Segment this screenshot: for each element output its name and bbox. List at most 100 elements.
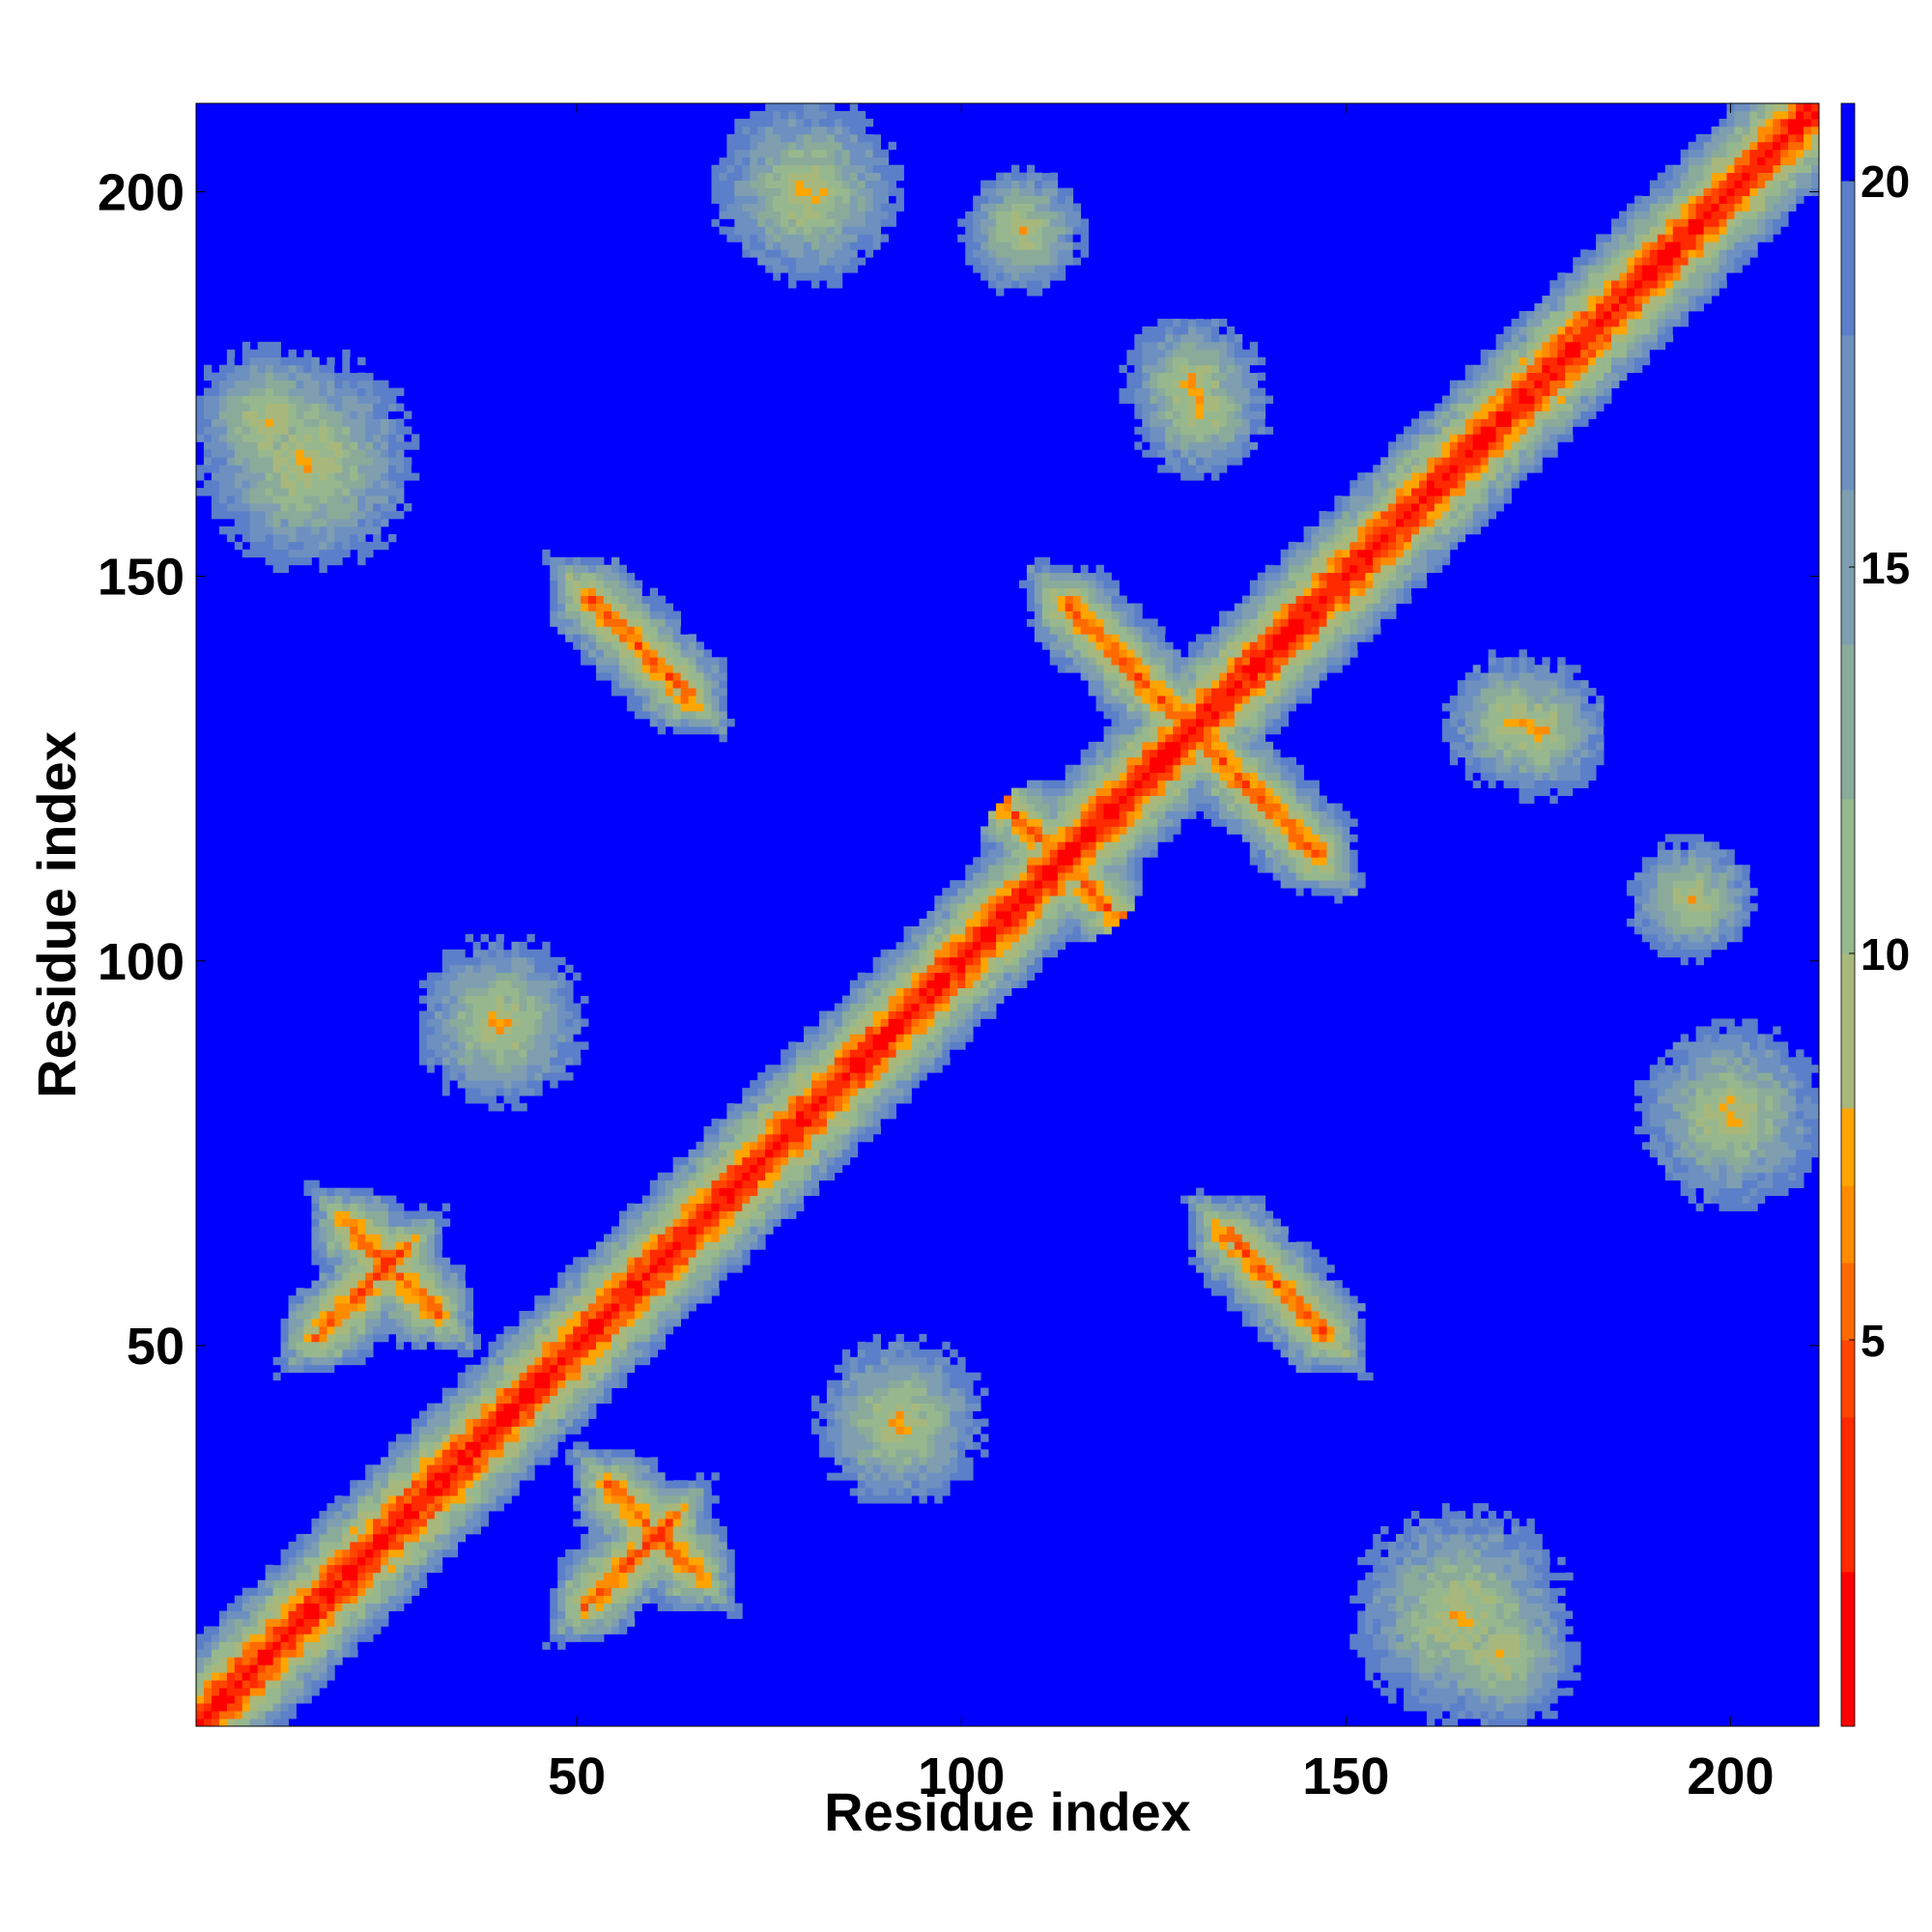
heatmap-cell: [311, 1210, 320, 1219]
heatmap-cell: [350, 465, 358, 473]
heatmap-cell: [327, 356, 335, 366]
heatmap-cell: [480, 1511, 489, 1520]
heatmap-cell: [234, 1603, 243, 1611]
heatmap-cell: [1373, 1649, 1381, 1658]
heatmap-cell: [1526, 1556, 1535, 1566]
heatmap-cell: [365, 518, 374, 527]
heatmap-cell: [526, 933, 535, 943]
heatmap-cell: [242, 496, 251, 504]
heatmap-cell: [434, 972, 443, 981]
heatmap-cell: [603, 580, 612, 589]
heatmap-cell: [573, 1403, 582, 1411]
heatmap-cell: [588, 1503, 597, 1512]
heatmap-cell: [641, 1341, 651, 1350]
heatmap-cell: [488, 1034, 497, 1042]
heatmap-cell: [272, 480, 281, 489]
heatmap-cell: [1488, 1533, 1496, 1543]
heatmap-cell: [280, 1595, 289, 1604]
heatmap-cell: [1441, 1564, 1451, 1574]
heatmap-cell: [672, 1603, 682, 1611]
heatmap-cell: [1334, 1356, 1343, 1366]
heatmap-cell: [242, 1719, 251, 1727]
heatmap-cell: [711, 1525, 720, 1535]
heatmap-cell: [381, 1480, 389, 1489]
heatmap-cell: [327, 1672, 335, 1681]
heatmap-cell: [526, 1464, 535, 1473]
heatmap-cell: [234, 1672, 243, 1681]
heatmap-cell: [403, 1257, 412, 1265]
heatmap-cell: [288, 457, 297, 466]
heatmap-cell: [649, 1525, 659, 1535]
heatmap-cell: [403, 1519, 412, 1527]
heatmap-cell: [265, 395, 274, 404]
heatmap-cell: [688, 1564, 696, 1574]
heatmap-cell: [350, 1564, 358, 1574]
heatmap-cell: [319, 1579, 327, 1589]
heatmap-cell: [1388, 1618, 1397, 1627]
heatmap-cell: [196, 465, 205, 473]
heatmap-cell: [1464, 1626, 1474, 1634]
heatmap-cell: [1519, 1556, 1527, 1566]
heatmap-cell: [849, 1488, 859, 1496]
heatmap-cell: [1472, 1672, 1482, 1681]
heatmap-cell: [926, 1410, 935, 1419]
heatmap-cell: [327, 1511, 335, 1520]
heatmap-cell: [911, 1349, 920, 1358]
heatmap-cell: [311, 1218, 320, 1227]
heatmap-cell: [226, 1626, 236, 1634]
heatmap-cell: [934, 1426, 943, 1435]
heatmap-cell: [665, 1495, 674, 1504]
heatmap-cell: [641, 626, 651, 635]
heatmap-cell: [542, 1356, 551, 1366]
heatmap-cell: [1288, 1280, 1296, 1289]
heatmap-cell: [226, 465, 236, 473]
heatmap-cell: [1434, 1610, 1443, 1619]
heatmap-cell: [611, 1556, 620, 1566]
heatmap-cell: [895, 1488, 904, 1496]
heatmap-cell: [280, 387, 289, 396]
heatmap-cell: [472, 1426, 481, 1435]
heatmap-cell: [1295, 1341, 1304, 1350]
heatmap-cell: [596, 1488, 605, 1496]
heatmap-cell: [434, 1026, 443, 1035]
heatmap-cell: [503, 1449, 512, 1458]
heatmap-cell: [1288, 1311, 1296, 1320]
heatmap-cell: [350, 411, 358, 419]
heatmap-cell: [265, 349, 274, 358]
heatmap-cell: [303, 441, 312, 450]
heatmap-cell: [296, 1610, 304, 1619]
heatmap-cell: [626, 1472, 636, 1481]
heatmap-cell: [657, 1533, 667, 1543]
heatmap-cell: [388, 441, 397, 450]
heatmap-cell: [327, 1610, 335, 1619]
heatmap-cell: [696, 1587, 704, 1597]
heatmap-cell: [841, 1434, 851, 1442]
heatmap-cell: [618, 618, 628, 627]
heatmap-cell: [388, 1441, 397, 1450]
heatmap-cell: [373, 1303, 382, 1312]
heatmap-cell: [303, 1595, 312, 1604]
heatmap-cell: [288, 1572, 297, 1581]
heatmap-cell: [1534, 1548, 1543, 1558]
heatmap-cell: [550, 1319, 558, 1327]
heatmap-cell: [596, 1272, 605, 1281]
heatmap-cell: [480, 1480, 489, 1489]
heatmap-cell: [565, 572, 574, 582]
heatmap-cell: [280, 496, 289, 504]
heatmap-cell: [672, 1519, 682, 1527]
heatmap-cell: [557, 1564, 566, 1574]
heatmap-cell: [472, 1519, 481, 1527]
heatmap-cell: [665, 672, 674, 681]
heatmap-cell: [242, 1680, 251, 1689]
heatmap-cell: [1357, 1325, 1366, 1335]
heatmap-cell: [496, 949, 504, 958]
heatmap-cell: [203, 441, 213, 450]
heatmap-cell: [242, 1711, 251, 1719]
heatmap-cell: [196, 411, 205, 419]
heatmap-cell: [1357, 1333, 1366, 1343]
heatmap-cell: [434, 1010, 443, 1019]
heatmap-cell: [418, 980, 428, 989]
heatmap-cell: [557, 1272, 566, 1281]
heatmap-cell: [249, 1719, 259, 1727]
